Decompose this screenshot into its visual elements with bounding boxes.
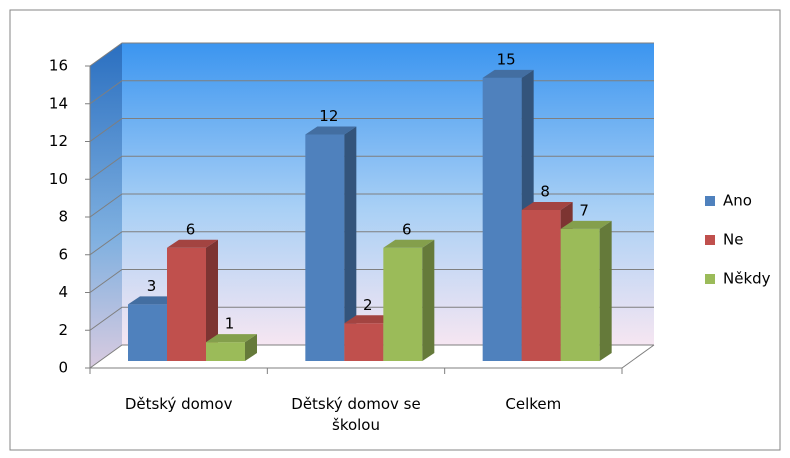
bar	[383, 247, 423, 361]
value-label: 1	[225, 315, 235, 333]
x-tick-label: Dětský domov se školou	[291, 395, 421, 434]
y-tick-label: 10	[49, 170, 68, 188]
bar-side	[599, 220, 612, 361]
grid-line	[89, 231, 654, 256]
legend-label: Ne	[723, 231, 743, 249]
grid-line	[89, 80, 654, 105]
y-tick-label: 4	[58, 283, 68, 301]
bar-top	[167, 239, 218, 248]
grid-line	[89, 155, 654, 180]
bar	[344, 323, 384, 361]
bar-top	[206, 334, 257, 343]
bar-side	[206, 239, 218, 361]
legend-swatch	[705, 274, 715, 284]
bar-side	[344, 126, 357, 361]
bar-side	[422, 239, 435, 361]
legend-swatch	[705, 235, 715, 245]
bar	[521, 210, 561, 361]
value-label: 2	[363, 296, 373, 314]
y-tick-label: 6	[58, 245, 68, 263]
x-tick-label: Dětský domov	[124, 395, 233, 413]
legend-swatch	[705, 196, 715, 206]
bar-top	[344, 315, 396, 324]
bar-top	[383, 239, 435, 248]
grid-line	[89, 193, 654, 218]
legend-label: Ano	[723, 192, 752, 210]
y-tick-label: 0	[58, 359, 68, 377]
bar-top	[521, 202, 573, 210]
grid-line	[89, 269, 654, 293]
legend-label: Někdy	[723, 270, 771, 288]
grid-line	[89, 118, 654, 142]
y-tick-label: 8	[58, 208, 68, 226]
bar-side	[245, 334, 257, 361]
y-tick-label: 16	[49, 57, 68, 75]
y-tick-label: 12	[49, 132, 68, 150]
value-label: 7	[579, 201, 589, 219]
bar	[206, 342, 245, 361]
grid-line	[89, 344, 654, 369]
y-tick-label: 14	[49, 94, 68, 112]
bar	[560, 228, 600, 361]
x-tick-label: Celkem	[505, 395, 562, 413]
bar	[305, 134, 345, 361]
y-tick-label: 2	[58, 321, 68, 339]
bar	[167, 247, 206, 361]
value-label: 3	[147, 277, 157, 295]
bar	[482, 77, 522, 361]
value-label: 8	[540, 183, 550, 201]
value-label: 15	[497, 50, 516, 68]
value-label: 12	[319, 107, 338, 125]
bar	[128, 304, 167, 361]
grid-line	[89, 306, 654, 331]
bar-top	[128, 296, 179, 305]
value-label: 6	[402, 220, 412, 238]
bar-top	[482, 69, 534, 78]
bar-top	[560, 220, 612, 229]
value-label: 6	[186, 220, 196, 238]
bar-top	[305, 126, 357, 135]
grid-line	[89, 42, 654, 67]
